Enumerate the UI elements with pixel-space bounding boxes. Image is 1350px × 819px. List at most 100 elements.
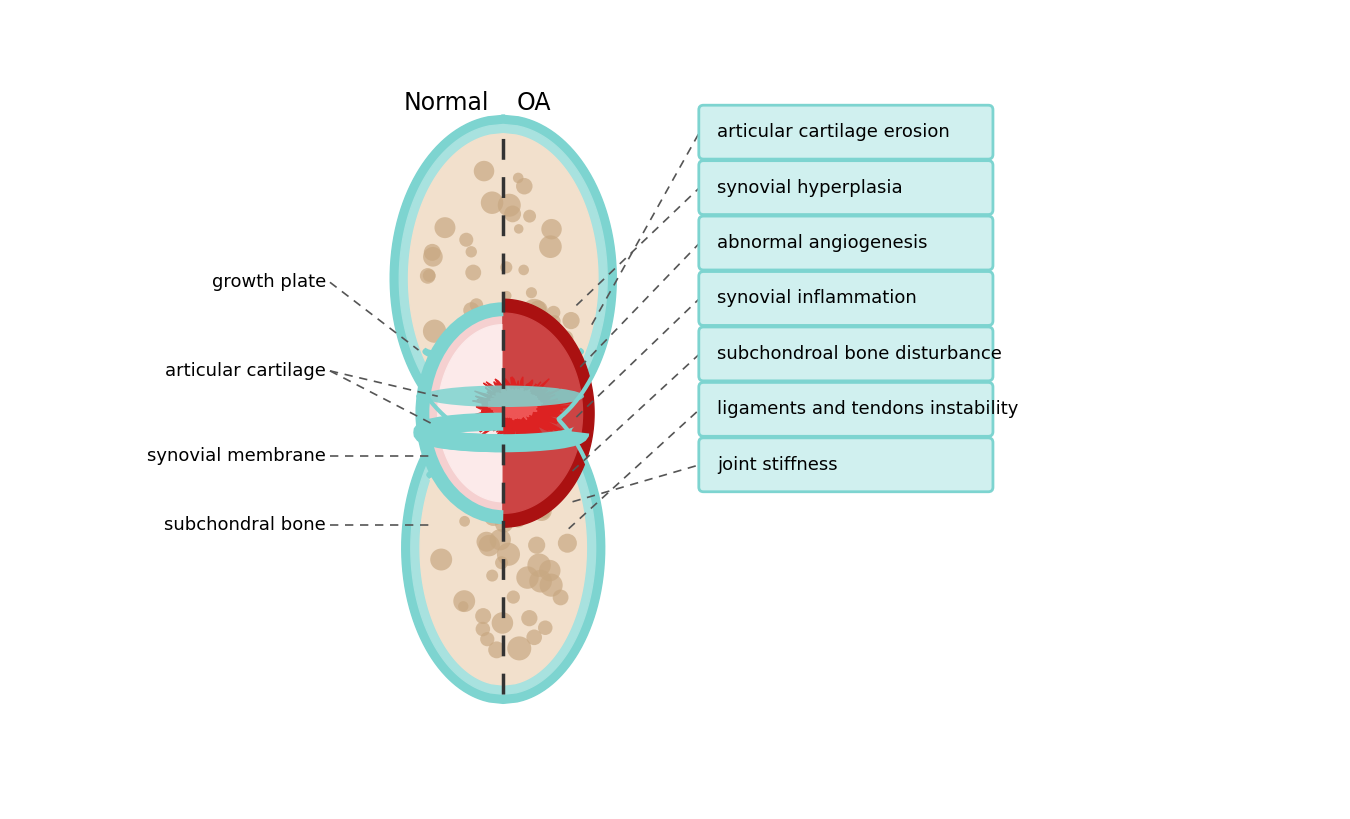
Ellipse shape: [416, 384, 590, 409]
Circle shape: [508, 378, 526, 396]
Circle shape: [517, 314, 528, 324]
Circle shape: [459, 516, 470, 527]
Polygon shape: [437, 324, 504, 502]
Circle shape: [504, 206, 521, 222]
Polygon shape: [392, 117, 614, 702]
Circle shape: [548, 315, 560, 328]
Circle shape: [513, 173, 524, 183]
Circle shape: [516, 178, 532, 194]
Circle shape: [478, 535, 500, 556]
FancyBboxPatch shape: [699, 327, 994, 381]
Circle shape: [539, 507, 549, 518]
Circle shape: [526, 287, 537, 298]
Circle shape: [529, 301, 548, 319]
Circle shape: [539, 342, 555, 359]
Circle shape: [539, 342, 562, 364]
Polygon shape: [423, 310, 504, 517]
Circle shape: [521, 610, 537, 627]
Polygon shape: [504, 299, 594, 527]
Circle shape: [466, 265, 481, 281]
Circle shape: [463, 302, 479, 319]
Circle shape: [500, 353, 521, 375]
Text: joint stiffness: joint stiffness: [717, 456, 838, 474]
Circle shape: [528, 554, 551, 577]
Circle shape: [423, 319, 446, 343]
Circle shape: [482, 484, 502, 503]
Ellipse shape: [425, 338, 580, 355]
FancyBboxPatch shape: [699, 272, 994, 325]
Circle shape: [481, 192, 504, 214]
Circle shape: [528, 536, 545, 554]
Polygon shape: [464, 377, 571, 446]
Circle shape: [475, 608, 491, 624]
Text: subchondroal bone disturbance: subchondroal bone disturbance: [717, 345, 1002, 363]
Circle shape: [471, 440, 481, 450]
Text: Normal: Normal: [404, 91, 489, 115]
Circle shape: [490, 529, 510, 550]
Circle shape: [459, 233, 474, 247]
Ellipse shape: [423, 386, 585, 407]
Circle shape: [474, 500, 485, 510]
Circle shape: [501, 261, 513, 274]
Circle shape: [454, 362, 468, 376]
Circle shape: [526, 630, 541, 645]
Text: subchondral bone: subchondral bone: [165, 516, 327, 534]
Circle shape: [423, 269, 436, 282]
Circle shape: [522, 299, 547, 323]
Circle shape: [532, 500, 552, 521]
Circle shape: [475, 622, 490, 636]
Circle shape: [506, 590, 520, 604]
Circle shape: [423, 247, 443, 267]
Circle shape: [563, 312, 579, 329]
Circle shape: [539, 560, 560, 581]
Circle shape: [486, 456, 510, 480]
Polygon shape: [504, 313, 583, 514]
Circle shape: [489, 641, 505, 658]
Circle shape: [495, 514, 513, 532]
Circle shape: [537, 373, 552, 387]
Circle shape: [558, 534, 576, 553]
Text: growth plate: growth plate: [212, 274, 327, 292]
Circle shape: [459, 347, 483, 371]
Circle shape: [514, 224, 524, 233]
Circle shape: [516, 314, 533, 331]
Circle shape: [495, 556, 508, 569]
Ellipse shape: [429, 471, 578, 488]
Circle shape: [518, 265, 529, 275]
Circle shape: [431, 549, 452, 571]
Text: synovial membrane: synovial membrane: [147, 446, 327, 464]
Circle shape: [454, 487, 474, 508]
Circle shape: [524, 210, 536, 223]
Circle shape: [458, 601, 468, 612]
Circle shape: [424, 244, 441, 260]
Circle shape: [540, 573, 563, 597]
Circle shape: [486, 569, 498, 581]
Circle shape: [516, 567, 539, 589]
Circle shape: [487, 444, 508, 464]
Circle shape: [539, 621, 552, 635]
Circle shape: [454, 348, 466, 360]
Circle shape: [485, 508, 502, 526]
Circle shape: [508, 636, 532, 660]
Circle shape: [452, 468, 474, 489]
Text: OA: OA: [517, 91, 552, 115]
Text: abnormal angiogenesis: abnormal angiogenesis: [717, 234, 927, 252]
Circle shape: [547, 305, 560, 319]
Circle shape: [470, 298, 483, 312]
FancyBboxPatch shape: [699, 105, 994, 159]
Text: ligaments and tendons instability: ligaments and tendons instability: [717, 400, 1019, 419]
FancyBboxPatch shape: [699, 216, 994, 270]
Circle shape: [481, 436, 500, 455]
Circle shape: [513, 355, 524, 366]
Circle shape: [497, 543, 520, 566]
Circle shape: [454, 590, 475, 612]
Circle shape: [491, 378, 514, 401]
Polygon shape: [489, 387, 543, 419]
Circle shape: [481, 632, 494, 646]
Ellipse shape: [427, 461, 580, 489]
Text: synovial hyperplasia: synovial hyperplasia: [717, 179, 903, 197]
Circle shape: [498, 194, 521, 217]
Ellipse shape: [423, 337, 585, 365]
Circle shape: [455, 355, 471, 372]
Circle shape: [510, 513, 525, 527]
